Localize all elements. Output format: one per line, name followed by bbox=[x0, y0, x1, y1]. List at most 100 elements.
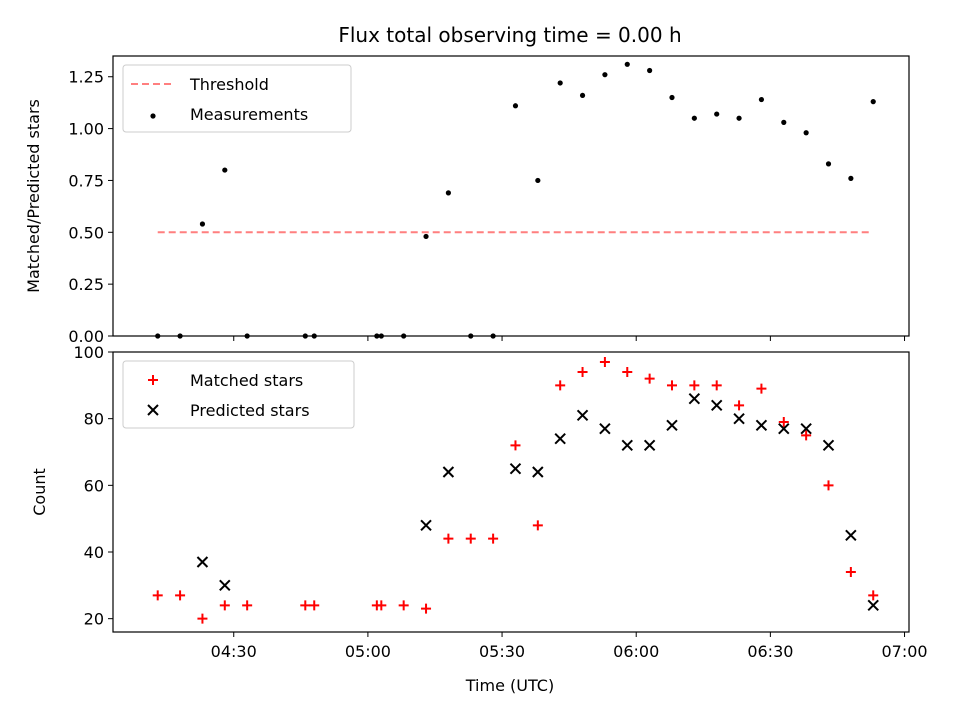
predicted-stars-point bbox=[442, 466, 455, 478]
matched-stars-point bbox=[488, 533, 499, 544]
bottom-x-axis-label: Time (UTC) bbox=[465, 676, 554, 695]
measurement-point bbox=[691, 115, 697, 121]
matched-stars-point bbox=[465, 533, 476, 544]
matched-stars-point bbox=[577, 367, 588, 377]
matched-stars-point bbox=[823, 480, 834, 491]
measurement-point bbox=[669, 94, 675, 101]
x-tick-label: 05:00 bbox=[345, 642, 391, 661]
measurement-point bbox=[781, 119, 787, 125]
y-tick-label: 80 bbox=[84, 410, 104, 429]
measurement-point bbox=[758, 96, 765, 103]
legend: Matched stars Predicted stars bbox=[122, 360, 355, 429]
predicted-stars-point bbox=[822, 439, 835, 452]
measurement-point bbox=[512, 103, 519, 109]
matched-stars-point bbox=[510, 440, 521, 451]
predicted-stars-point bbox=[800, 422, 812, 435]
y-tick-label: 60 bbox=[84, 476, 104, 495]
bottom-panel: 20 40 60 80 100 04:30 05:00 05:30 06:00 06:30 07:0… bbox=[73, 343, 927, 661]
measurement-point bbox=[199, 221, 206, 227]
y-tick-label: 100 bbox=[73, 343, 104, 362]
matched-stars-point bbox=[309, 600, 320, 611]
matched-stars-point bbox=[868, 590, 879, 601]
y-tick-label: 1.25 bbox=[68, 68, 104, 87]
top-chart-title: Flux total observing time = 0.00 h bbox=[338, 23, 681, 47]
y-tick-label: 40 bbox=[84, 543, 104, 562]
predicted-stars-point bbox=[711, 399, 723, 412]
legend-box bbox=[122, 64, 352, 133]
predicted-stars-point bbox=[420, 519, 432, 532]
matched-stars-point bbox=[622, 367, 633, 377]
matched-stars-point bbox=[801, 430, 812, 441]
predicted-stars-point bbox=[845, 529, 857, 542]
predicted-stars-point bbox=[688, 392, 701, 405]
matched-stars-point bbox=[532, 520, 543, 531]
matched-stars-point bbox=[443, 533, 454, 544]
matched-stars-point bbox=[175, 590, 186, 601]
matched-stars-point bbox=[778, 417, 789, 427]
x-tick-label: 06:00 bbox=[613, 642, 659, 661]
y-tick-label: 0.50 bbox=[68, 223, 104, 242]
predicted-stars-point bbox=[733, 412, 745, 425]
x-tick-label: 07:00 bbox=[881, 642, 927, 661]
measurement-point bbox=[624, 61, 630, 67]
predicted-stars-point bbox=[666, 419, 678, 432]
matched-stars-point bbox=[421, 603, 432, 614]
legend-label: Measurements bbox=[190, 105, 308, 124]
measurement-point bbox=[423, 233, 429, 240]
y-tick-label: 0.25 bbox=[68, 275, 104, 294]
predicted-stars-point bbox=[778, 422, 790, 435]
x-tick-label: 05:30 bbox=[479, 642, 525, 661]
matched-stars-point bbox=[219, 600, 230, 611]
matched-stars-point bbox=[845, 567, 856, 577]
top-panel: 0.00 0.25 0.50 0.75 1.00 1.25 Threshold Measure… bbox=[68, 55, 910, 346]
legend-matched-swatch bbox=[148, 375, 158, 385]
matched-stars-point bbox=[644, 373, 655, 384]
y-tick-label: 0.75 bbox=[68, 171, 104, 190]
measurement-point bbox=[602, 72, 608, 78]
legend: Threshold Measurements bbox=[122, 64, 352, 133]
measurement-point bbox=[535, 177, 541, 184]
matched-stars-point bbox=[666, 380, 677, 391]
legend-box bbox=[122, 360, 355, 429]
predicted-stars-point bbox=[509, 462, 522, 475]
measurement-point bbox=[579, 92, 586, 99]
matched-stars-point bbox=[711, 380, 722, 391]
predicted-stars-point bbox=[196, 556, 209, 568]
predicted-stars-point bbox=[554, 432, 566, 445]
legend-measurement-swatch bbox=[150, 113, 156, 119]
predicted-stars-point bbox=[532, 466, 544, 478]
predicted-stars-point bbox=[643, 439, 656, 452]
matched-stars-point bbox=[376, 600, 387, 611]
legend-label: Threshold bbox=[189, 75, 269, 94]
matched-stars-point bbox=[300, 600, 311, 611]
legend-label: Predicted stars bbox=[190, 401, 310, 420]
top-y-axis-label: Matched/Predicted stars bbox=[24, 99, 43, 293]
bottom-y-axis-label: Count bbox=[30, 468, 49, 516]
x-tick-label: 04:30 bbox=[211, 642, 257, 661]
matched-stars-point bbox=[689, 380, 700, 391]
x-tick-label: 06:30 bbox=[747, 642, 793, 661]
measurement-point bbox=[647, 67, 653, 74]
measurement-point bbox=[445, 190, 451, 196]
predicted-stars-point bbox=[755, 419, 768, 432]
predicted-stars-point bbox=[867, 599, 879, 612]
measurement-point bbox=[870, 99, 876, 105]
matched-stars-point bbox=[599, 357, 610, 367]
measurement-point bbox=[803, 130, 809, 136]
matched-stars-point bbox=[242, 600, 253, 611]
y-tick-label: 20 bbox=[84, 610, 104, 629]
measurement-point bbox=[714, 111, 720, 117]
predicted-stars-point bbox=[219, 579, 231, 592]
matched-stars-point bbox=[398, 600, 409, 611]
measurement-point bbox=[557, 80, 563, 86]
y-tick-label: 0.00 bbox=[68, 327, 104, 346]
plot-frame bbox=[112, 55, 910, 337]
matched-stars-point bbox=[734, 400, 745, 411]
measurement-point bbox=[848, 175, 854, 181]
legend-predicted-swatch bbox=[147, 404, 159, 416]
measurement-point bbox=[736, 115, 742, 121]
y-tick-label: 1.00 bbox=[68, 120, 104, 139]
matched-stars-point bbox=[152, 590, 163, 601]
predicted-stars-point bbox=[621, 439, 633, 452]
